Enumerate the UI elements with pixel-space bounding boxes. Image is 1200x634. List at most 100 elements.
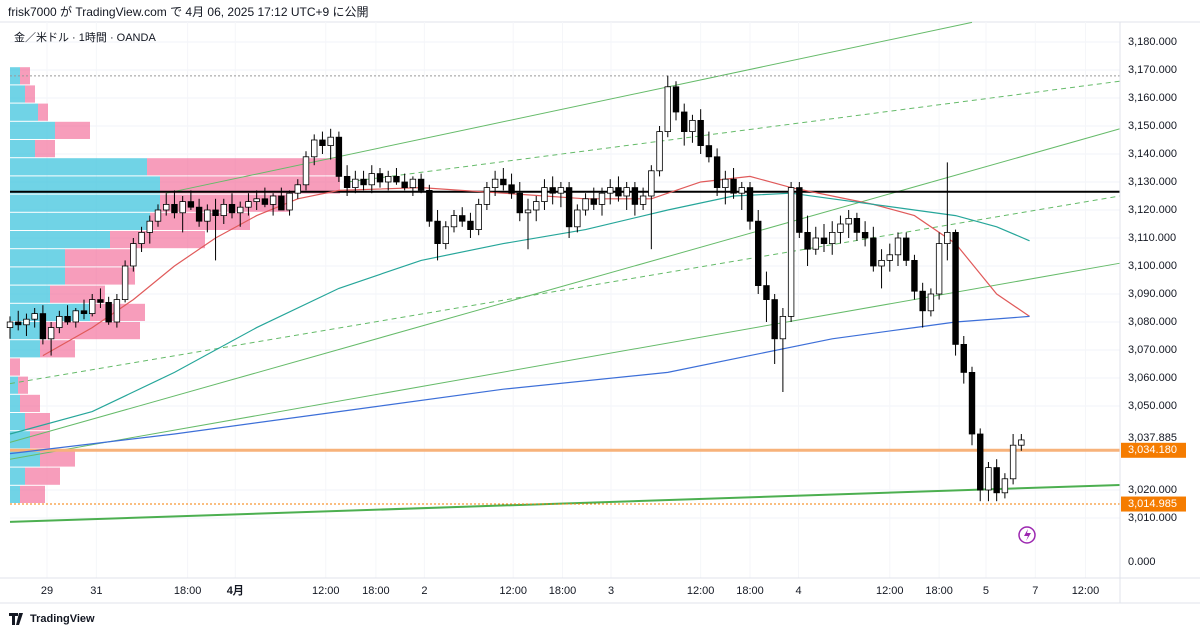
candle-body (154, 209, 162, 222)
candle-body (607, 187, 614, 194)
x-tick-label: 29 (41, 585, 53, 597)
candle-body (763, 285, 770, 300)
price-label: 3,037.885 (1128, 432, 1177, 444)
volume-profile-down (18, 376, 28, 394)
price-label-box (1121, 496, 1186, 512)
symbol-title: 金／米ドル · 1時間 · OANDA (14, 30, 156, 44)
candle-body (401, 181, 408, 188)
x-tick-label: 4 (795, 585, 801, 597)
candle-body (960, 343, 967, 373)
candle-body (385, 175, 392, 183)
x-tick-label: 7 (1032, 585, 1038, 597)
candle-body (417, 178, 425, 191)
candle-body (771, 299, 778, 340)
candle-body (31, 313, 38, 320)
candle-body (311, 139, 318, 158)
y-tick-label: 3,050.000 (1128, 400, 1177, 412)
volume-profile-up (10, 485, 20, 503)
volume-profile-up (10, 394, 20, 412)
y-tick-label: 3,090.000 (1128, 288, 1177, 300)
candle-body (713, 156, 721, 188)
candle-body (475, 203, 482, 230)
y-tick-label: 3,130.000 (1128, 176, 1177, 188)
candle-body (878, 259, 885, 267)
candle-body (483, 187, 491, 205)
candle-body (261, 198, 269, 205)
y-tick-label: 3,010.000 (1128, 512, 1177, 524)
candle-body (212, 209, 219, 216)
volume-profile-up (10, 121, 55, 139)
y-tick-label: 3,180.000 (1128, 36, 1177, 48)
candle-body (1009, 444, 1017, 480)
candle-body (130, 243, 137, 267)
candle-body (360, 178, 367, 186)
candle-body (697, 119, 704, 146)
candle-body (204, 209, 211, 222)
candle-body (1018, 439, 1025, 446)
volume-profile-up (10, 467, 25, 485)
x-tick-label: 18:00 (362, 585, 390, 597)
volume-profile-down (20, 485, 45, 503)
candle-body (919, 290, 926, 312)
candle-body (508, 184, 515, 194)
volume-tick-label: 0.000 (1128, 556, 1156, 568)
trend-line (347, 80, 1121, 183)
alert-bolt (1024, 529, 1031, 541)
candle-body (681, 111, 688, 132)
moving-average (9, 315, 1030, 455)
x-tick-label: 18:00 (925, 585, 953, 597)
candle-body (195, 206, 203, 222)
candle-body (829, 231, 836, 244)
candle-body (927, 293, 935, 312)
candle-body (886, 254, 893, 261)
candle-body (590, 198, 597, 205)
candle-body (179, 201, 186, 214)
y-tick-label: 3,060.000 (1128, 372, 1177, 384)
candle-body (911, 259, 918, 292)
candle-body (409, 178, 417, 188)
plot-area (6, 21, 1121, 578)
x-tick-label: 2 (421, 585, 427, 597)
candle-body (549, 187, 556, 194)
candle-body (853, 217, 861, 233)
volume-profile-up (10, 412, 25, 431)
candle-body (861, 231, 869, 239)
candle-body (278, 195, 285, 211)
candle-body (39, 313, 47, 340)
volume-profile-down (25, 85, 35, 103)
candle-body (376, 173, 384, 183)
candle-body (730, 178, 737, 194)
volume-profile-up (10, 376, 18, 394)
candle-body (64, 315, 71, 323)
candle-body (985, 467, 992, 491)
candle-body (894, 237, 902, 256)
trend-line (9, 195, 1121, 385)
candle-body (138, 231, 145, 244)
x-tick-label: 3 (608, 585, 614, 597)
volume-profile-down (40, 321, 140, 340)
candle-body (500, 178, 507, 186)
trend-line (9, 483, 1121, 523)
candle-body (565, 187, 573, 228)
candle-body (6, 321, 14, 328)
alert-icon[interactable] (1018, 526, 1036, 544)
candle-body (97, 299, 104, 303)
candle-body (352, 178, 359, 188)
y-tick-label: 3,140.000 (1128, 148, 1177, 160)
candle-body (491, 178, 499, 188)
volume-profile-down (25, 412, 50, 431)
x-tick-label: 18:00 (549, 585, 577, 597)
volume-profile-up (10, 194, 160, 212)
candle-body (615, 187, 622, 197)
candle-body (952, 231, 959, 345)
candle-body (113, 299, 121, 323)
candle-body (648, 170, 655, 197)
candle-body (623, 187, 630, 197)
candle-body (541, 187, 548, 202)
candle-body (746, 187, 754, 222)
candle-body (368, 173, 375, 186)
volume-profile-down (65, 267, 135, 285)
candle-body (245, 201, 252, 208)
